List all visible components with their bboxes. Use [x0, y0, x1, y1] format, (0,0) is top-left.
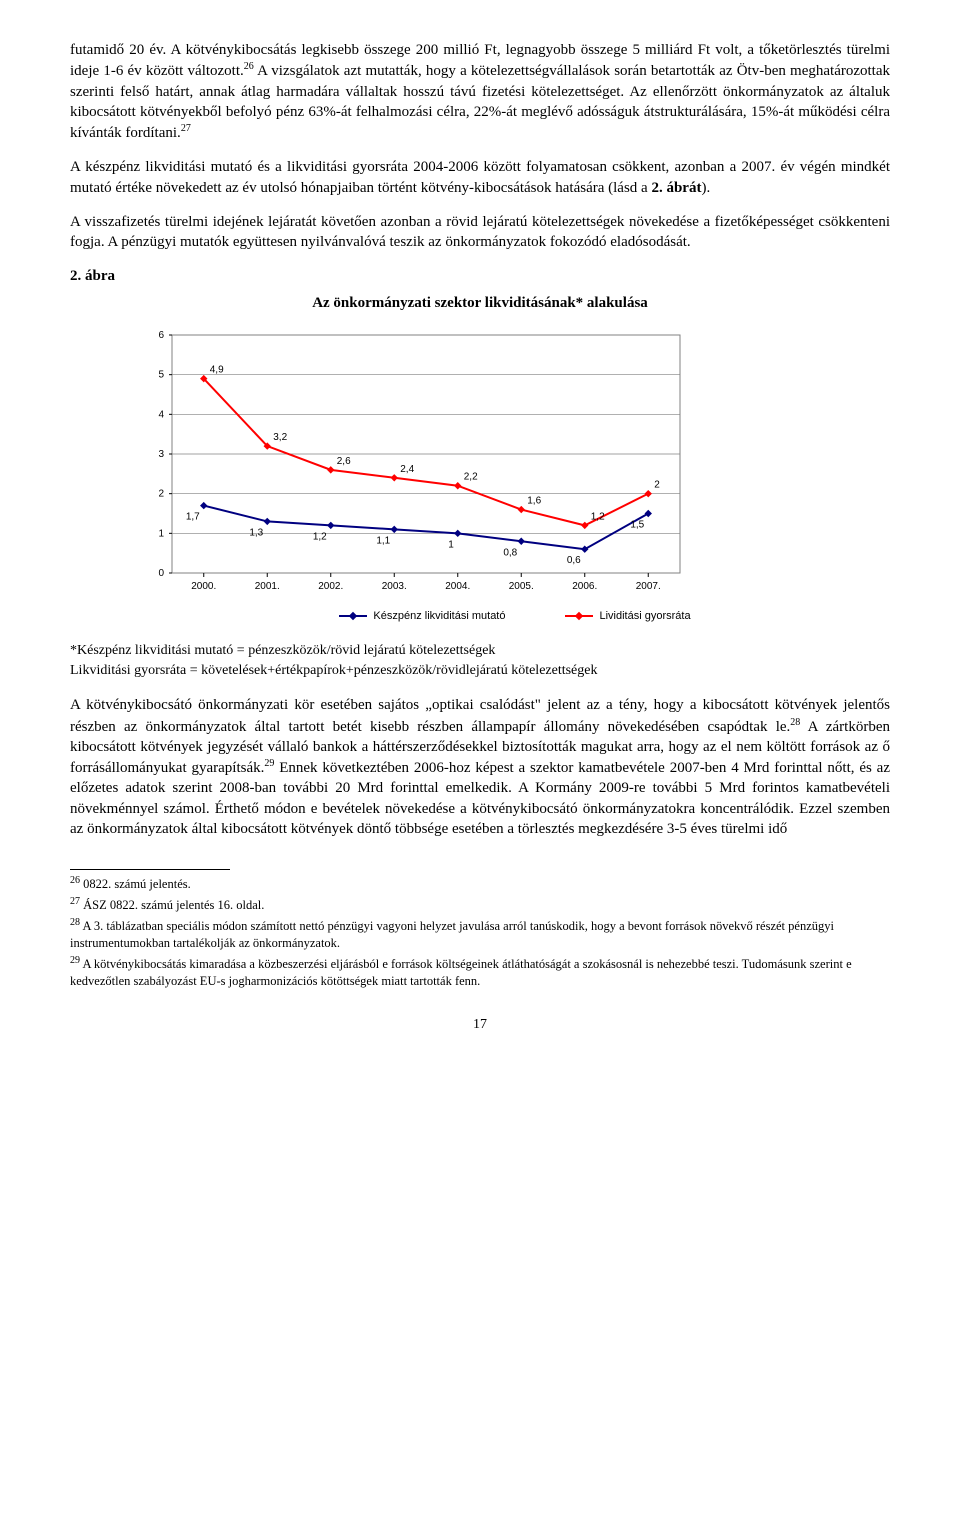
- footnote-separator: [70, 869, 230, 870]
- svg-text:2,2: 2,2: [464, 471, 478, 482]
- svg-text:2002.: 2002.: [318, 581, 343, 592]
- footnote-text: A 3. táblázatban speciális módon számíto…: [70, 919, 834, 950]
- svg-text:1,6: 1,6: [527, 495, 541, 506]
- page-number: 17: [70, 1016, 890, 1035]
- svg-text:2,4: 2,4: [400, 464, 414, 475]
- text-span: A készpénz likviditási mutató és a likvi…: [70, 159, 890, 195]
- svg-text:1,7: 1,7: [186, 511, 200, 522]
- svg-text:1,2: 1,2: [313, 531, 327, 542]
- footnote-ref-29: 29: [264, 758, 274, 769]
- svg-text:2004.: 2004.: [445, 581, 470, 592]
- footnote-text: ÁSZ 0822. számú jelentés 16. oldal.: [83, 898, 264, 912]
- footnote-ref-26: 26: [244, 61, 254, 72]
- svg-text:2006.: 2006.: [572, 581, 597, 592]
- legend-item-1: Készpénz likviditási mutató: [339, 609, 505, 624]
- footnote-29: 29 A kötvénykibocsátás kimaradása a közb…: [70, 954, 890, 990]
- footnote-27: 27 ÁSZ 0822. számú jelentés 16. oldal.: [70, 895, 890, 914]
- figure-reference: 2. ábrát: [651, 180, 701, 196]
- svg-text:2001.: 2001.: [255, 581, 280, 592]
- legend-item-2: Lividitási gyorsráta: [565, 609, 690, 624]
- legend-label-1: Készpénz likviditási mutató: [373, 609, 505, 624]
- paragraph-1: futamidő 20 év. A kötvénykibocsátás legk…: [70, 40, 890, 143]
- paragraph-2: A készpénz likviditási mutató és a likvi…: [70, 157, 890, 198]
- svg-text:3,2: 3,2: [273, 432, 287, 443]
- legend-swatch-1: [339, 615, 367, 617]
- svg-text:1,2: 1,2: [591, 511, 605, 522]
- svg-text:2: 2: [158, 488, 164, 499]
- svg-text:2007.: 2007.: [636, 581, 661, 592]
- svg-text:2005.: 2005.: [509, 581, 534, 592]
- svg-text:1,1: 1,1: [376, 535, 390, 546]
- svg-text:5: 5: [158, 369, 164, 380]
- svg-text:4: 4: [158, 409, 164, 420]
- svg-text:3: 3: [158, 449, 164, 460]
- footnotes-block: 26 0822. számú jelentés. 27 ÁSZ 0822. sz…: [70, 869, 890, 990]
- svg-text:1: 1: [158, 528, 164, 539]
- svg-text:0,6: 0,6: [567, 555, 581, 566]
- footnote-28: 28 A 3. táblázatban speciális módon szám…: [70, 916, 890, 952]
- svg-text:2003.: 2003.: [382, 581, 407, 592]
- svg-text:1,3: 1,3: [249, 527, 263, 538]
- svg-text:4,9: 4,9: [210, 364, 224, 375]
- text-span: ).: [701, 180, 710, 196]
- svg-text:0,8: 0,8: [503, 547, 517, 558]
- legend-label-2: Lividitási gyorsráta: [599, 609, 690, 624]
- svg-text:1,5: 1,5: [630, 519, 644, 530]
- svg-text:2000.: 2000.: [191, 581, 216, 592]
- svg-text:0: 0: [158, 568, 164, 579]
- figure-label: 2. ábra: [70, 266, 890, 286]
- legend-swatch-2: [565, 615, 593, 617]
- text-span: A kötvénykibocsátó önkormányzati kör ese…: [70, 697, 890, 734]
- footnote-ref-27: 27: [181, 123, 191, 134]
- chart-title: Az önkormányzati szektor likviditásának*…: [70, 293, 890, 313]
- svg-text:1: 1: [448, 539, 454, 550]
- paragraph-4: A kötvénykibocsátó önkormányzati kör ese…: [70, 695, 890, 839]
- line-chart: 0 1 2 3 4 5 6 2000. 2001. 2002. 2003. 2004. 2005. 200…: [140, 323, 700, 603]
- footnote-text: A kötvénykibocsátás kimaradása a közbesz…: [70, 957, 852, 988]
- svg-text:2,6: 2,6: [337, 456, 351, 467]
- svg-text:2: 2: [654, 479, 660, 490]
- svg-text:6: 6: [158, 330, 164, 341]
- chart-footnote-2: Likviditási gyorsráta = követelések+érté…: [70, 662, 890, 681]
- footnote-ref-28: 28: [790, 717, 800, 728]
- chart-container: 0 1 2 3 4 5 6 2000. 2001. 2002. 2003. 2004. 2005. 200…: [140, 323, 890, 624]
- chart-footnote-1: *Készpénz likviditási mutató = pénzeszkö…: [70, 642, 890, 661]
- footnote-26: 26 0822. számú jelentés.: [70, 874, 890, 893]
- chart-legend: Készpénz likviditási mutató Lividitási g…: [140, 609, 890, 624]
- footnote-text: 0822. számú jelentés.: [83, 877, 191, 891]
- paragraph-3: A visszafizetés türelmi idejének lejárat…: [70, 212, 890, 253]
